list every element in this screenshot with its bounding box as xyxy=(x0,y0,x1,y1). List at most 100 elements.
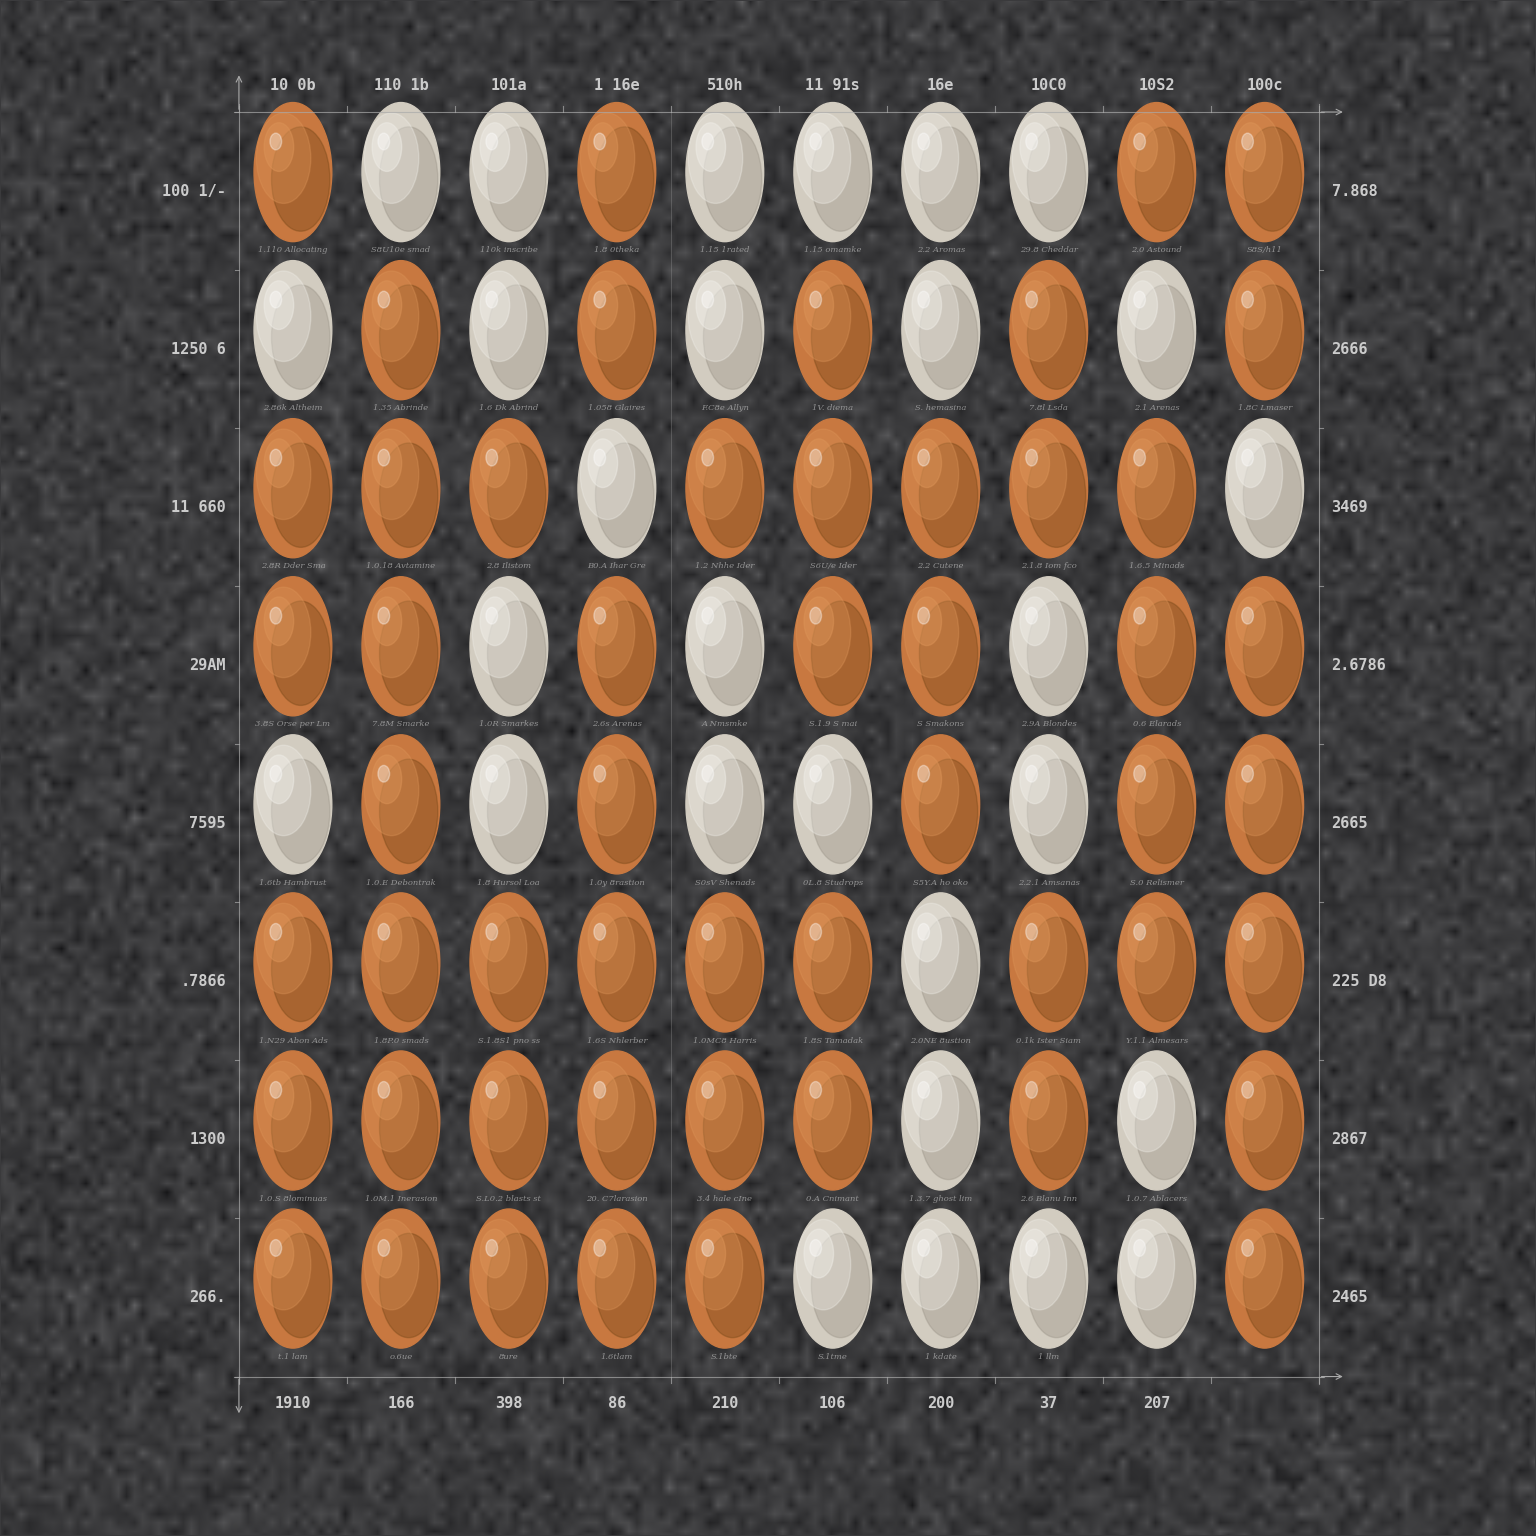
Ellipse shape xyxy=(1229,903,1283,994)
Ellipse shape xyxy=(1020,1069,1086,1186)
Ellipse shape xyxy=(485,292,498,307)
Ellipse shape xyxy=(1020,1229,1049,1278)
Ellipse shape xyxy=(696,756,725,803)
Text: S.1.8S1 pno ss: S.1.8S1 pno ss xyxy=(478,1037,541,1044)
Ellipse shape xyxy=(696,1069,762,1186)
Text: 0.A Cnimant: 0.A Cnimant xyxy=(806,1195,859,1203)
Ellipse shape xyxy=(264,912,293,962)
Ellipse shape xyxy=(485,923,498,940)
Ellipse shape xyxy=(809,134,822,151)
Ellipse shape xyxy=(696,598,725,645)
Ellipse shape xyxy=(796,114,851,203)
Ellipse shape xyxy=(809,607,822,624)
Ellipse shape xyxy=(588,1069,654,1186)
Ellipse shape xyxy=(378,765,390,782)
Ellipse shape xyxy=(253,103,332,241)
Ellipse shape xyxy=(372,753,438,871)
Ellipse shape xyxy=(1026,449,1037,465)
Ellipse shape xyxy=(578,1051,656,1190)
Text: 2.1.8 Iom fco: 2.1.8 Iom fco xyxy=(1021,562,1077,570)
Ellipse shape xyxy=(1243,917,1301,1021)
Ellipse shape xyxy=(1226,261,1304,399)
Ellipse shape xyxy=(470,892,548,1032)
Ellipse shape xyxy=(581,429,634,519)
Text: S.1tme: S.1tme xyxy=(817,1353,848,1361)
Ellipse shape xyxy=(803,756,834,803)
Ellipse shape xyxy=(379,442,438,547)
Ellipse shape xyxy=(1026,607,1037,624)
Ellipse shape xyxy=(487,601,545,705)
Ellipse shape xyxy=(1118,261,1195,399)
Ellipse shape xyxy=(1127,598,1158,645)
Ellipse shape xyxy=(481,756,510,803)
Ellipse shape xyxy=(905,1220,958,1310)
Ellipse shape xyxy=(920,1233,978,1338)
Ellipse shape xyxy=(1235,1226,1301,1344)
Ellipse shape xyxy=(594,607,605,624)
Ellipse shape xyxy=(473,270,527,361)
Ellipse shape xyxy=(588,1229,617,1278)
Ellipse shape xyxy=(1134,1081,1146,1098)
Ellipse shape xyxy=(581,587,634,677)
Text: 1.0R Smarkes: 1.0R Smarkes xyxy=(479,720,539,728)
Text: 1.0.18 Avtamine: 1.0.18 Avtamine xyxy=(366,562,435,570)
Ellipse shape xyxy=(1236,1229,1266,1278)
Text: 1V. diema: 1V. diema xyxy=(813,404,854,412)
Ellipse shape xyxy=(902,892,980,1032)
Ellipse shape xyxy=(687,103,763,241)
Ellipse shape xyxy=(470,1209,548,1349)
Ellipse shape xyxy=(919,292,929,307)
Ellipse shape xyxy=(1028,1233,1086,1338)
Ellipse shape xyxy=(696,278,762,396)
Ellipse shape xyxy=(594,1240,605,1256)
Ellipse shape xyxy=(1243,127,1301,232)
Ellipse shape xyxy=(803,1229,834,1278)
Ellipse shape xyxy=(1120,1061,1175,1152)
Ellipse shape xyxy=(1127,1226,1193,1344)
Ellipse shape xyxy=(1226,103,1304,241)
Ellipse shape xyxy=(1020,594,1086,713)
Ellipse shape xyxy=(479,120,545,238)
Ellipse shape xyxy=(1243,1233,1301,1338)
Ellipse shape xyxy=(1135,442,1193,547)
Ellipse shape xyxy=(1135,127,1193,232)
Text: 1.35 Abrinde: 1.35 Abrinde xyxy=(373,404,429,412)
Text: 1 kdate: 1 kdate xyxy=(925,1353,957,1361)
Ellipse shape xyxy=(696,439,725,487)
Ellipse shape xyxy=(1028,601,1086,705)
Ellipse shape xyxy=(372,594,438,713)
Ellipse shape xyxy=(479,436,545,554)
Text: 2465: 2465 xyxy=(1332,1290,1369,1306)
Text: 1.6tb Hambrust: 1.6tb Hambrust xyxy=(260,879,327,886)
Ellipse shape xyxy=(1229,1061,1283,1152)
Ellipse shape xyxy=(1243,286,1301,389)
Ellipse shape xyxy=(1120,270,1175,361)
Ellipse shape xyxy=(257,429,310,519)
Text: 100 1/-: 100 1/- xyxy=(163,184,226,198)
Ellipse shape xyxy=(688,1220,743,1310)
Ellipse shape xyxy=(1118,103,1195,241)
Ellipse shape xyxy=(257,745,310,836)
Ellipse shape xyxy=(1236,598,1266,645)
Text: 1.6tlam: 1.6tlam xyxy=(601,1353,633,1361)
Ellipse shape xyxy=(809,1240,822,1256)
Ellipse shape xyxy=(264,756,293,803)
Ellipse shape xyxy=(264,753,330,871)
Text: S0sV Shenads: S0sV Shenads xyxy=(694,879,754,886)
Ellipse shape xyxy=(272,759,330,863)
Ellipse shape xyxy=(696,1229,725,1278)
Ellipse shape xyxy=(1026,292,1037,307)
Text: 1.8S Tamadak: 1.8S Tamadak xyxy=(803,1037,863,1044)
Ellipse shape xyxy=(581,745,634,836)
Ellipse shape xyxy=(1134,449,1146,465)
Ellipse shape xyxy=(1241,607,1253,624)
Ellipse shape xyxy=(1243,1075,1301,1180)
Ellipse shape xyxy=(1135,1075,1193,1180)
Ellipse shape xyxy=(1241,923,1253,940)
Ellipse shape xyxy=(796,903,851,994)
Ellipse shape xyxy=(264,281,293,329)
Text: 110 1b: 110 1b xyxy=(373,78,429,94)
Text: S8U10e smad: S8U10e smad xyxy=(372,246,430,255)
Ellipse shape xyxy=(1026,1240,1037,1256)
Ellipse shape xyxy=(1020,281,1049,329)
